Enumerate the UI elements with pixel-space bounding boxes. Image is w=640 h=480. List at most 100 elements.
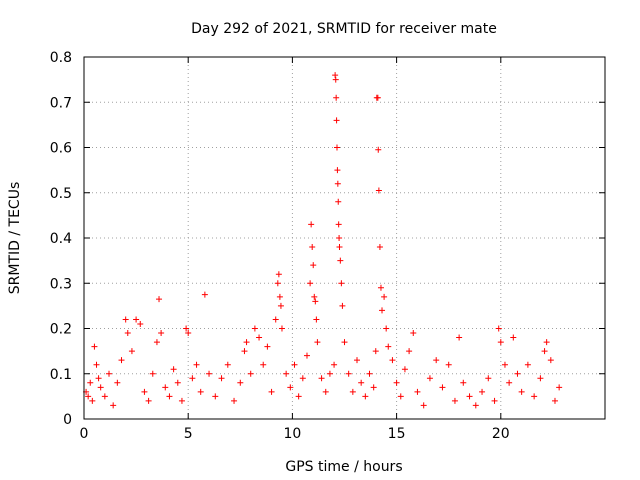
data-point [383,325,390,332]
x-tick-label: 0 [80,426,89,442]
data-point [341,339,348,346]
data-point [401,366,408,373]
data-point [260,361,267,368]
data-point [335,198,342,205]
data-point [491,397,498,404]
data-point [237,379,244,386]
data-point [193,361,200,368]
chart-title: Day 292 of 2021, SRMTID for receiver mat… [191,21,497,37]
data-point [174,379,181,386]
data-point [274,280,281,287]
data-point [331,361,338,368]
data-point [381,293,388,300]
data-point [243,339,250,346]
data-point [224,361,231,368]
data-point [445,361,452,368]
y-tick-label: 0.4 [50,231,72,247]
data-point [299,375,306,382]
data-point [197,388,204,395]
data-point [114,379,121,386]
data-point [95,375,102,382]
data-point [308,221,315,228]
axis-ticks: 0 5 10 15 20 0 0.1 0.2 0.3 0.4 0.5 0.6 0.7 0.8 [50,50,605,442]
data-point [451,397,458,404]
data-point [338,280,345,287]
data-point [256,334,263,341]
data-point [303,352,310,359]
data-point [133,316,140,323]
data-point [541,348,548,355]
data-point [122,316,129,323]
data-point [128,348,135,355]
data-point [322,388,329,395]
data-point [460,379,467,386]
data-point [518,388,525,395]
data-point [372,348,379,355]
data-point [506,379,513,386]
data-point [218,375,225,382]
data-point [93,361,100,368]
data-point [358,379,365,386]
data-point [414,388,421,395]
y-tick-label: 0.5 [50,186,72,202]
data-point [456,334,463,341]
data-point [379,307,386,314]
data-point [87,379,94,386]
data-points [83,72,563,409]
x-tick-label: 15 [388,426,406,442]
data-point [556,384,563,391]
data-point [201,291,208,298]
data-point [366,370,373,377]
data-point [153,339,160,346]
y-tick-label: 0.1 [50,367,72,383]
y-tick-label: 0.7 [50,95,72,111]
y-tick-label: 0.6 [50,141,72,157]
data-point [183,325,190,332]
data-point [313,316,320,323]
data-point [375,187,382,194]
data-point [479,388,486,395]
data-point [406,348,413,355]
data-point [231,397,238,404]
data-point [433,357,440,364]
data-point [247,370,254,377]
data-point [420,402,427,409]
data-point [333,94,340,101]
data-point [362,393,369,400]
data-point [268,388,275,395]
data-point [189,375,196,382]
data-point [397,393,404,400]
data-point [514,370,521,377]
data-point [89,397,96,404]
data-point [118,357,125,364]
data-point [91,343,98,350]
data-point [336,244,343,251]
data-point [543,339,550,346]
data-point [162,384,169,391]
data-point [178,397,185,404]
data-point [275,271,282,278]
data-point [149,370,156,377]
data-point [85,393,92,400]
data-point [537,375,544,382]
data-point [332,72,339,79]
data-point [310,262,317,269]
data-point [336,235,343,241]
data-point [326,370,333,377]
data-point [410,330,417,337]
y-tick-label: 0.2 [50,322,72,338]
data-point [333,144,340,151]
data-point [206,370,213,377]
y-axis-label: SRMTID / TECUs [7,182,23,295]
data-point [137,320,144,327]
data-point [547,357,554,364]
data-point [106,370,113,377]
data-point [335,221,342,228]
data-point [283,370,290,377]
data-point [377,284,384,291]
data-point [345,370,352,377]
data-point [524,361,531,368]
data-point [551,397,558,404]
data-point [277,302,284,309]
data-point [510,334,517,341]
